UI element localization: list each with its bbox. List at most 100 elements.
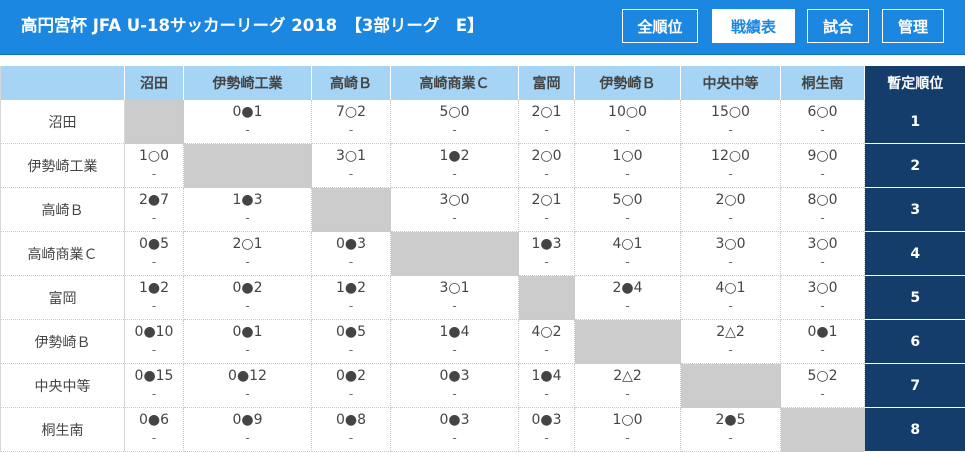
match-result-cell[interactable]: 2△2- xyxy=(575,364,681,408)
match-result-cell[interactable]: 1○0- xyxy=(575,144,681,188)
match-sub-marker: - xyxy=(575,210,680,226)
match-result-cell[interactable]: 2○1- xyxy=(519,188,575,232)
match-result-cell[interactable]: 1●2- xyxy=(391,144,519,188)
match-result-cell[interactable]: 1●2- xyxy=(125,276,184,320)
match-result-cell[interactable]: 0●1- xyxy=(781,320,865,364)
match-result-cell[interactable]: 1●4- xyxy=(391,320,519,364)
match-sub-marker: - xyxy=(184,430,311,446)
match-result-cell[interactable]: 4○2- xyxy=(519,320,575,364)
match-result-cell[interactable]: 0●3- xyxy=(391,364,519,408)
match-score: 2○1 xyxy=(519,100,574,122)
match-result-cell[interactable]: 0●9- xyxy=(184,408,312,452)
match-sub-marker: - xyxy=(391,386,518,402)
match-result-cell[interactable]: 2○0- xyxy=(681,188,781,232)
match-result-cell[interactable]: 3○0- xyxy=(781,232,865,276)
match-score: 0●1 xyxy=(184,100,311,122)
match-score: 6○0 xyxy=(781,100,864,122)
results-table-button[interactable]: 戦績表 xyxy=(712,9,795,43)
matches-button[interactable]: 試合 xyxy=(807,9,869,43)
match-score: 0●1 xyxy=(184,320,311,342)
match-result-cell[interactable]: 2○1- xyxy=(184,232,312,276)
match-score: 2△2 xyxy=(575,364,680,386)
match-result-cell[interactable]: 9○0- xyxy=(781,144,865,188)
rank-value: 2 xyxy=(865,144,965,188)
team-name: 高崎商業Ｃ xyxy=(1,232,125,276)
match-sub-marker: - xyxy=(681,122,780,138)
match-score: 9○0 xyxy=(781,144,864,166)
match-sub-marker: - xyxy=(781,122,864,138)
match-result-cell[interactable]: 2●7- xyxy=(125,188,184,232)
match-result-cell[interactable]: 5○0- xyxy=(391,100,519,144)
match-score: 2○1 xyxy=(519,188,574,210)
match-result-cell[interactable]: 0●5- xyxy=(312,320,391,364)
match-result-cell[interactable]: 2○1- xyxy=(519,100,575,144)
match-result-cell[interactable]: 0●2- xyxy=(184,276,312,320)
match-result-cell[interactable]: 8○0- xyxy=(781,188,865,232)
match-sub-marker: - xyxy=(125,386,183,402)
results-table: 沼田 伊勢崎工業 高崎Ｂ 高崎商業Ｃ 富岡 伊勢崎Ｂ 中央中等 桐生南 暫定順位… xyxy=(0,66,965,452)
match-sub-marker: - xyxy=(781,386,864,402)
match-result-cell[interactable]: 0●2- xyxy=(312,364,391,408)
match-result-cell[interactable]: 0●8- xyxy=(312,408,391,452)
match-result-cell[interactable]: 0●10- xyxy=(125,320,184,364)
match-result-cell[interactable]: 0●1- xyxy=(184,320,312,364)
match-score: 1●4 xyxy=(391,320,518,342)
column-header: 高崎商業Ｃ xyxy=(391,66,519,100)
manage-button[interactable]: 管理 xyxy=(882,9,944,43)
match-result-cell[interactable]: 7○2- xyxy=(312,100,391,144)
match-result-cell[interactable]: 5○0- xyxy=(575,188,681,232)
match-result-cell[interactable]: 3○0- xyxy=(681,232,781,276)
match-result-cell[interactable]: 3○1- xyxy=(391,276,519,320)
match-result-cell[interactable]: 0●6- xyxy=(125,408,184,452)
match-result-cell[interactable]: 1●3- xyxy=(519,232,575,276)
match-sub-marker: - xyxy=(184,254,311,270)
match-score: 2●4 xyxy=(575,276,680,298)
match-sub-marker: - xyxy=(681,210,780,226)
match-sub-marker: - xyxy=(575,430,680,446)
match-result-cell[interactable]: 2○0- xyxy=(519,144,575,188)
match-result-cell[interactable]: 2●5- xyxy=(681,408,781,452)
match-score: 0●8 xyxy=(312,408,390,430)
match-result-cell[interactable]: 15○0- xyxy=(681,100,781,144)
match-result-cell[interactable]: 0●15- xyxy=(125,364,184,408)
match-sub-marker: - xyxy=(125,254,183,270)
match-result-cell[interactable]: 0●12- xyxy=(184,364,312,408)
match-result-cell[interactable]: 1○0- xyxy=(575,408,681,452)
match-score: 0●3 xyxy=(391,364,518,386)
match-sub-marker: - xyxy=(781,166,864,182)
match-result-cell[interactable]: 5○2- xyxy=(781,364,865,408)
match-score: 1○0 xyxy=(575,144,680,166)
all-standings-button[interactable]: 全順位 xyxy=(622,9,698,43)
match-result-cell[interactable]: 4○1- xyxy=(575,232,681,276)
team-name: 桐生南 xyxy=(1,408,125,452)
match-sub-marker: - xyxy=(125,430,183,446)
match-result-cell[interactable]: 3○1- xyxy=(312,144,391,188)
match-sub-marker: - xyxy=(125,210,183,226)
team-name: 高崎Ｂ xyxy=(1,188,125,232)
page-title: 高円宮杯 JFA U-18サッカーリーグ 2018 【3部リーグ E】 xyxy=(21,13,484,39)
column-header: 富岡 xyxy=(519,66,575,100)
match-result-cell[interactable]: 0●1- xyxy=(184,100,312,144)
match-score: 2○0 xyxy=(681,188,780,210)
match-result-cell[interactable]: 0●5- xyxy=(125,232,184,276)
match-result-cell[interactable]: 10○0- xyxy=(575,100,681,144)
match-result-cell[interactable]: 4○1- xyxy=(681,276,781,320)
team-name: 伊勢崎工業 xyxy=(1,144,125,188)
match-result-cell[interactable]: 3○0- xyxy=(781,276,865,320)
match-result-cell[interactable]: 6○0- xyxy=(781,100,865,144)
match-result-cell[interactable]: 2●4- xyxy=(575,276,681,320)
match-result-cell[interactable]: 0●3- xyxy=(519,408,575,452)
match-result-cell[interactable]: 1●4- xyxy=(519,364,575,408)
match-result-cell[interactable]: 12○0- xyxy=(681,144,781,188)
match-result-cell[interactable]: 0●3- xyxy=(391,408,519,452)
match-result-cell[interactable]: 1●3- xyxy=(184,188,312,232)
match-score: 3○0 xyxy=(681,232,780,254)
match-score: 4○1 xyxy=(575,232,680,254)
match-sub-marker: - xyxy=(781,210,864,226)
match-result-cell[interactable]: 2△2- xyxy=(681,320,781,364)
match-result-cell[interactable]: 0●3- xyxy=(312,232,391,276)
match-result-cell[interactable]: 1○0- xyxy=(125,144,184,188)
match-score: 0●3 xyxy=(519,408,574,430)
match-result-cell[interactable]: 3○0- xyxy=(391,188,519,232)
match-result-cell[interactable]: 1●2- xyxy=(312,276,391,320)
